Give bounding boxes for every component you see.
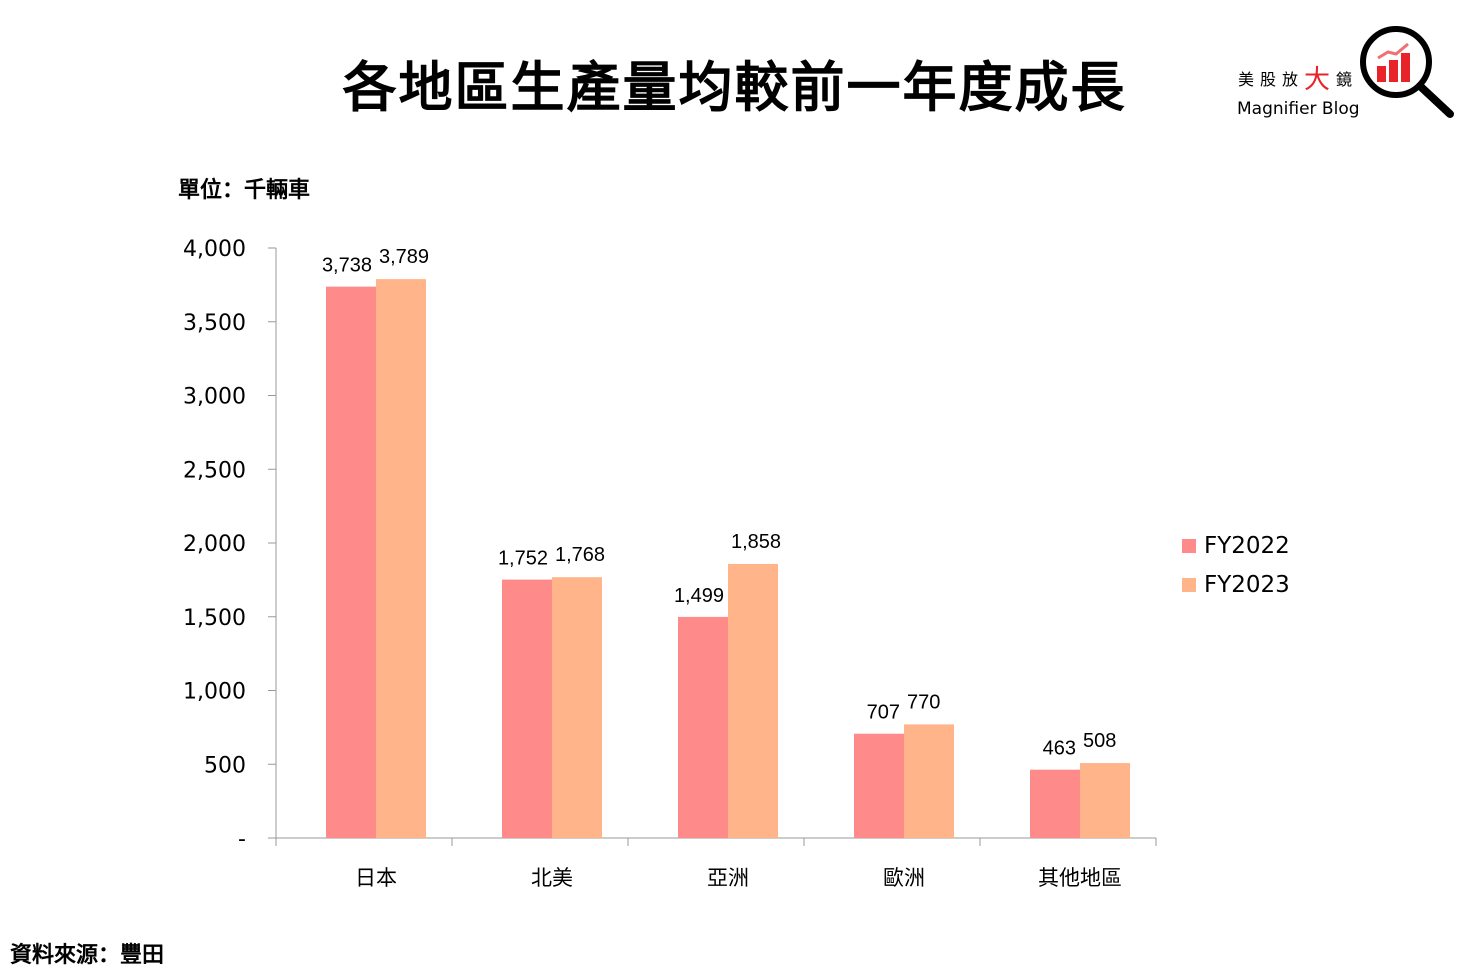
logo-en: Magnifier Blog	[1237, 99, 1360, 119]
logo-zh-suffix: 鏡	[1336, 70, 1359, 89]
logo-zh-prefix: 美股放	[1238, 70, 1305, 89]
logo-zh: 美股放大鏡	[1238, 66, 1358, 94]
y-tick-label: 1,500	[183, 606, 246, 631]
bar-fy2023	[376, 279, 426, 838]
magnifier-icon	[1360, 26, 1454, 118]
logo-zh-big: 大	[1304, 65, 1337, 95]
y-tick-label: 1,000	[183, 680, 246, 705]
x-tick-label: 亞洲	[707, 866, 749, 890]
data-label: 3,789	[379, 246, 429, 268]
y-tick-label: 3,500	[183, 311, 246, 336]
data-label: 508	[1083, 730, 1116, 752]
legend-swatch	[1182, 577, 1196, 592]
bar-fy2022	[678, 616, 728, 838]
data-label: 1,499	[674, 585, 724, 607]
y-tick-label: 4,000	[183, 237, 246, 262]
x-tick-label: 歐洲	[883, 866, 925, 890]
bar-fy2023	[1080, 763, 1130, 838]
x-tick-label: 日本	[355, 866, 397, 890]
legend-swatch	[1182, 538, 1196, 553]
y-tick-label: 500	[204, 753, 246, 778]
x-tick-label: 北美	[531, 866, 573, 890]
legend-label: FY2022	[1204, 532, 1290, 559]
x-tick-label: 其他地區	[1038, 866, 1122, 890]
legend-item-fy2022: FY2022	[1182, 526, 1290, 565]
bar-fy2022	[854, 733, 904, 838]
data-label: 1,752	[498, 548, 548, 570]
legend-label: FY2023	[1204, 571, 1290, 598]
data-label: 3,738	[322, 255, 372, 277]
data-label: 1,858	[731, 531, 781, 553]
data-label: 463	[1043, 738, 1076, 760]
bar-fy2023	[728, 563, 778, 838]
logo: 美股放大鏡 Magnifier Blog	[1236, 24, 1461, 124]
y-tick-label: 2,000	[183, 532, 246, 557]
source-label: 資料來源：豐田	[10, 943, 165, 968]
y-tick-label: 2,500	[183, 458, 246, 483]
bar-fy2023	[904, 724, 954, 838]
chart-title: 各地區生產量均較前一年度成長	[0, 58, 1469, 117]
data-label: 1,768	[555, 544, 605, 566]
bar-fy2023	[552, 577, 602, 838]
bar-fy2022	[502, 579, 552, 838]
bar-fy2022	[326, 286, 376, 838]
data-label: 770	[907, 691, 940, 713]
chart-title-text: 各地區生產量均較前一年度成長	[342, 56, 1127, 119]
y-tick-label: 3,000	[183, 385, 246, 410]
unit-label: 單位：千輛車	[178, 178, 311, 203]
data-label: 707	[867, 702, 900, 724]
legend: FY2022 FY2023	[1182, 526, 1290, 604]
legend-item-fy2023: FY2023	[1182, 565, 1290, 604]
bar-fy2022	[1030, 769, 1080, 838]
y-tick-label: -	[238, 827, 246, 852]
